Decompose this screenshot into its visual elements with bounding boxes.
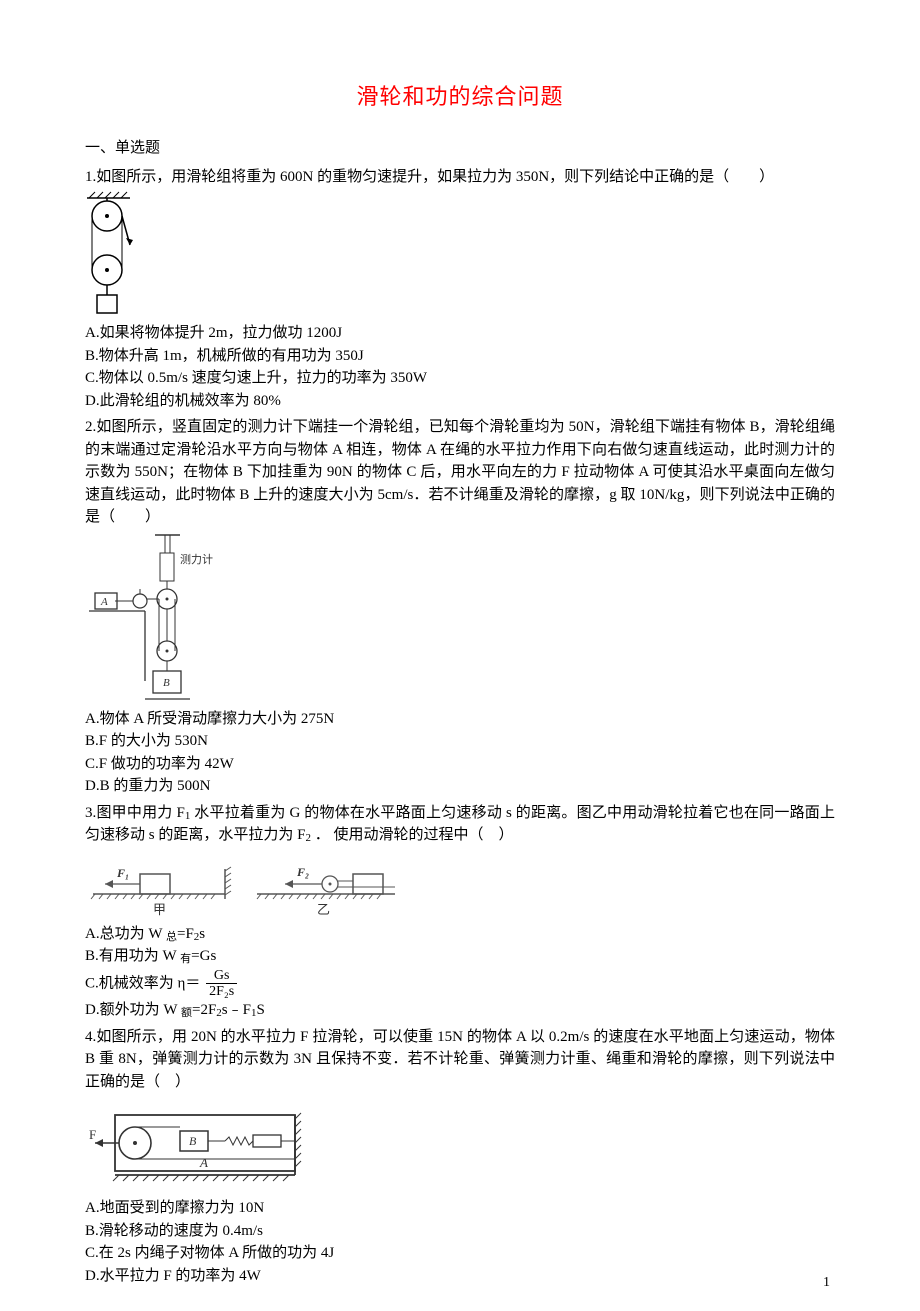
q3-stem: 3.图甲中用力 F1 水平拉着重为 G 的物体在水平路面上匀速移动 s 的距离。… [85,802,835,847]
doc-title: 滑轮和功的综合问题 [85,80,835,113]
question-2: 2.如图所示，竖直固定的测力计下端挂一个滑轮组，已知每个滑轮重均为 50N，滑轮… [85,416,835,798]
question-1: 1.如图所示，用滑轮组将重为 600N 的重物匀速提升，如果拉力为 350N，则… [85,166,835,413]
q1-figure [85,190,835,320]
q2-opt-d: D.B 的重力为 500N [85,775,835,798]
q4-options: A.地面受到的摩擦力为 10N B.滑轮移动的速度为 0.4m/s C.在 2s… [85,1197,835,1287]
q1-stem: 1.如图所示，用滑轮组将重为 600N 的重物匀速提升，如果拉力为 350N，则… [85,166,835,189]
page-number: 1 [823,1272,830,1293]
svg-text:B: B [189,1134,197,1148]
q1-opt-c: C.物体以 0.5m/s 速度匀速上升，拉力的功率为 350W [85,367,835,390]
section-heading: 一、单选题 [85,137,835,160]
q4-stem: 4.如图所示，用 20N 的水平拉力 F 拉滑轮，可以使重 15N 的物体 A … [85,1026,835,1094]
svg-text:B: B [163,677,170,689]
q3-opt-b: B.有用功为 W 有=Gs [85,945,835,968]
page: 滑轮和功的综合问题 一、单选题 1.如图所示，用滑轮组将重为 600N 的重物匀… [0,0,920,1311]
q2-opt-c: C.F 做功的功率为 42W [85,753,835,776]
q1-options: A.如果将物体提升 2m，拉力做功 1200J B.物体升高 1m，机械所做的有… [85,322,835,412]
q4-figure: F B A [85,1095,835,1195]
q4-opt-c: C.在 2s 内绳子对物体 A 所做的功为 4J [85,1242,835,1265]
q1-opt-b: B.物体升高 1m，机械所做的有用功为 350J [85,345,835,368]
q4-opt-b: B.滑轮移动的速度为 0.4m/s [85,1220,835,1243]
question-3: 3.图甲中用力 F1 水平拉着重为 G 的物体在水平路面上匀速移动 s 的距离。… [85,802,835,1022]
q3-opt-c: C.机械效率为 η＝ Gs 2F₂s [85,968,835,1000]
question-4: 4.如图所示，用 20N 的水平拉力 F 拉滑轮，可以使重 15N 的物体 A … [85,1026,835,1288]
q3-figure: F₁ 甲 [85,849,835,921]
fraction: Gs 2F₂s [206,968,237,1000]
svg-text:F₂: F₂ [296,865,309,879]
svg-text:A: A [199,1155,208,1170]
q2-opt-b: B.F 的大小为 530N [85,730,835,753]
q1-opt-d: D.此滑轮组的机械效率为 80% [85,390,835,413]
svg-text:测力计: 测力计 [180,553,213,566]
q4-opt-a: A.地面受到的摩擦力为 10N [85,1197,835,1220]
svg-text:乙: 乙 [317,902,330,917]
q4-opt-d: D.水平拉力 F 的功率为 4W [85,1265,835,1288]
svg-text:F₁: F₁ [116,866,129,880]
q3-opt-a: A.总功为 W 总=F2s [85,923,835,946]
q2-figure: 测力计 A [85,531,835,706]
q3-opt-d: D.额外功为 W 额=2F2s﹣F1S [85,999,835,1022]
q2-stem: 2.如图所示，竖直固定的测力计下端挂一个滑轮组，已知每个滑轮重均为 50N，滑轮… [85,416,835,529]
svg-text:A: A [100,596,108,608]
svg-text:甲: 甲 [153,902,166,917]
q3-options: A.总功为 W 总=F2s B.有用功为 W 有=Gs C.机械效率为 η＝ G… [85,923,835,1022]
q1-opt-a: A.如果将物体提升 2m，拉力做功 1200J [85,322,835,345]
q2-options: A.物体 A 所受滑动摩擦力大小为 275N B.F 的大小为 530N C.F… [85,708,835,798]
q2-opt-a: A.物体 A 所受滑动摩擦力大小为 275N [85,708,835,731]
svg-text:F: F [89,1127,96,1142]
